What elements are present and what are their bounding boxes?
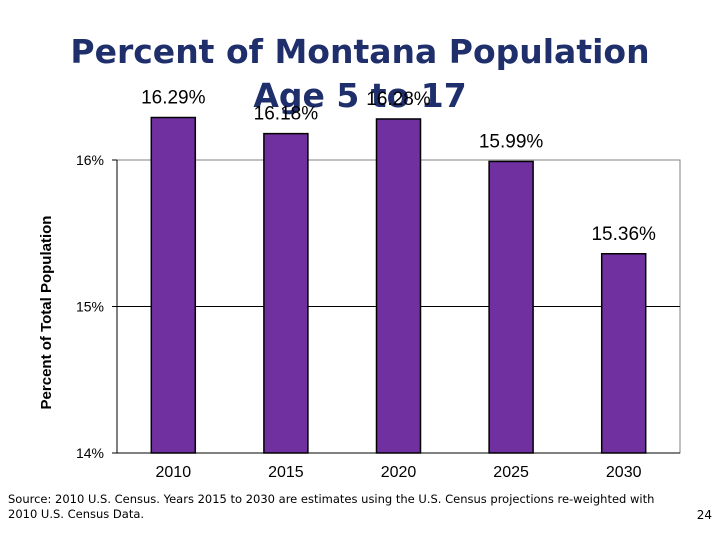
x-tick-label-2030: 2030	[606, 464, 642, 481]
x-tick-label-2020: 2020	[381, 464, 417, 481]
x-tick-label-2025: 2025	[493, 464, 529, 481]
y-axis-title: Percent of Total Population	[38, 216, 55, 410]
data-label-2025: 15.99%	[479, 131, 544, 152]
page-number: 24	[696, 508, 712, 522]
data-label-2010: 16.29%	[141, 88, 206, 109]
bar-2025	[488, 160, 534, 454]
y-tick-label: 16%	[76, 152, 104, 168]
x-tick-label-2015: 2015	[268, 464, 304, 481]
y-tick-label: 14%	[76, 445, 104, 461]
bar-2030	[600, 253, 647, 454]
data-label-2030: 15.36%	[591, 224, 656, 245]
source-note: Source: 2010 U.S. Census. Years 2015 to …	[8, 492, 655, 521]
title-line-2: Age 5 to 17	[253, 76, 467, 115]
x-tick-label-2010: 2010	[156, 464, 192, 481]
bar-2015	[263, 132, 309, 454]
y-tick-label: 15%	[76, 299, 104, 315]
title-line-1: Percent of Montana Population	[70, 32, 650, 71]
chart-title: Percent of Montana Population Age 5 to 1…	[0, 30, 720, 118]
bar-2020	[375, 118, 422, 454]
data-label-2020: 16.28%	[366, 89, 431, 110]
bar-2010	[150, 116, 197, 454]
data-label-2015: 16.18%	[254, 104, 319, 125]
